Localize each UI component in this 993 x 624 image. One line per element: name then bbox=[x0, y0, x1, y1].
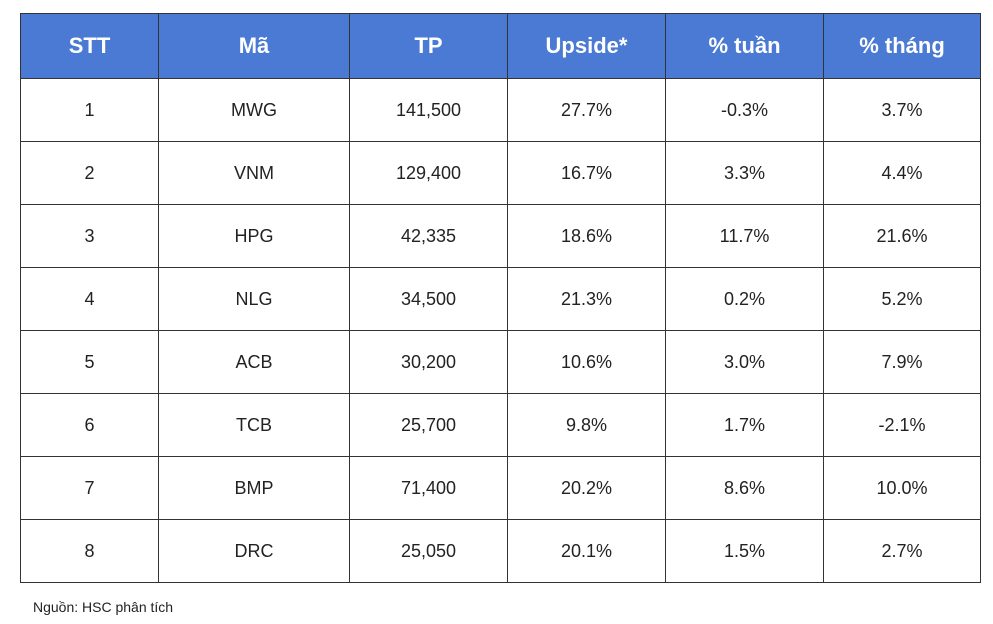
table-cell: 129,400 bbox=[349, 141, 508, 205]
table-cell: 7.9% bbox=[823, 330, 981, 394]
table-cell: 5.2% bbox=[823, 267, 981, 331]
table-cell: 0.2% bbox=[665, 267, 824, 331]
table-cell: VNM bbox=[158, 141, 350, 205]
table-row: 4 NLG 34,500 21.3% 0.2% 5.2% bbox=[20, 267, 981, 331]
table-row: 6 TCB 25,700 9.8% 1.7% -2.1% bbox=[20, 393, 981, 457]
table-row: 7 BMP 71,400 20.2% 8.6% 10.0% bbox=[20, 456, 981, 520]
table-cell: 25,700 bbox=[349, 393, 508, 457]
table-cell: 27.7% bbox=[507, 78, 666, 142]
table-cell: 42,335 bbox=[349, 204, 508, 268]
table-cell: 1.5% bbox=[665, 519, 824, 583]
column-header: Mã bbox=[158, 13, 350, 79]
header-row: STT Mã TP Upside*% tuần% tháng bbox=[20, 13, 981, 79]
table-row: 5 ACB 30,200 10.6% 3.0% 7.9% bbox=[20, 330, 981, 394]
table-cell: 4 bbox=[20, 267, 159, 331]
table-row: 3 HPG 42,335 18.6% 11.7% 21.6% bbox=[20, 204, 981, 268]
table-cell: 4.4% bbox=[823, 141, 981, 205]
column-header: % tuần bbox=[665, 13, 824, 79]
table-cell: 141,500 bbox=[349, 78, 508, 142]
table-cell: 30,200 bbox=[349, 330, 508, 394]
table-cell: 3.7% bbox=[823, 78, 981, 142]
table-cell: 2 bbox=[20, 141, 159, 205]
table-cell: 2.7% bbox=[823, 519, 981, 583]
table-cell: 20.1% bbox=[507, 519, 666, 583]
table-cell: 8.6% bbox=[665, 456, 824, 520]
table-cell: 21.3% bbox=[507, 267, 666, 331]
table-cell: 3 bbox=[20, 204, 159, 268]
table-cell: 34,500 bbox=[349, 267, 508, 331]
table-cell: ACB bbox=[158, 330, 350, 394]
table-cell: 5 bbox=[20, 330, 159, 394]
table-row: 2 VNM 129,400 16.7% 3.3% 4.4% bbox=[20, 141, 981, 205]
table-cell: 18.6% bbox=[507, 204, 666, 268]
table-cell: 11.7% bbox=[665, 204, 824, 268]
column-header: Upside* bbox=[507, 13, 666, 79]
data-table: STT Mã TP Upside*% tuần% tháng 1 MWG 141,500 2… bbox=[20, 13, 981, 583]
table-cell: 1.7% bbox=[665, 393, 824, 457]
table-body: 1 MWG 141,500 27.7% -0.3% 3.7% 2 VNM 129,400 16.7… bbox=[20, 78, 981, 583]
table-row: 1 MWG 141,500 27.7% -0.3% 3.7% bbox=[20, 78, 981, 142]
table-cell: 21.6% bbox=[823, 204, 981, 268]
table-cell: MWG bbox=[158, 78, 350, 142]
table-cell: -0.3% bbox=[665, 78, 824, 142]
table-cell: 9.8% bbox=[507, 393, 666, 457]
table-cell: 20.2% bbox=[507, 456, 666, 520]
table-cell: 7 bbox=[20, 456, 159, 520]
source-note: Nguồn: HSC phân tích bbox=[33, 599, 174, 615]
table-cell: BMP bbox=[158, 456, 350, 520]
column-header: STT bbox=[20, 13, 159, 79]
table-cell: 3.0% bbox=[665, 330, 824, 394]
table-cell: 71,400 bbox=[349, 456, 508, 520]
table-cell: NLG bbox=[158, 267, 350, 331]
table-cell: -2.1% bbox=[823, 393, 981, 457]
column-header: TP bbox=[349, 13, 508, 79]
table-cell: 8 bbox=[20, 519, 159, 583]
column-header: % tháng bbox=[823, 13, 981, 79]
table-cell: DRC bbox=[158, 519, 350, 583]
table-cell: 10.0% bbox=[823, 456, 981, 520]
table-cell: TCB bbox=[158, 393, 350, 457]
table-row: 8 DRC 25,050 20.1% 1.5% 2.7% bbox=[20, 519, 981, 583]
table-cell: 6 bbox=[20, 393, 159, 457]
table-cell: HPG bbox=[158, 204, 350, 268]
table-cell: 25,050 bbox=[349, 519, 508, 583]
table-cell: 1 bbox=[20, 78, 159, 142]
table-cell: 16.7% bbox=[507, 141, 666, 205]
table-cell: 3.3% bbox=[665, 141, 824, 205]
table-cell: 10.6% bbox=[507, 330, 666, 394]
